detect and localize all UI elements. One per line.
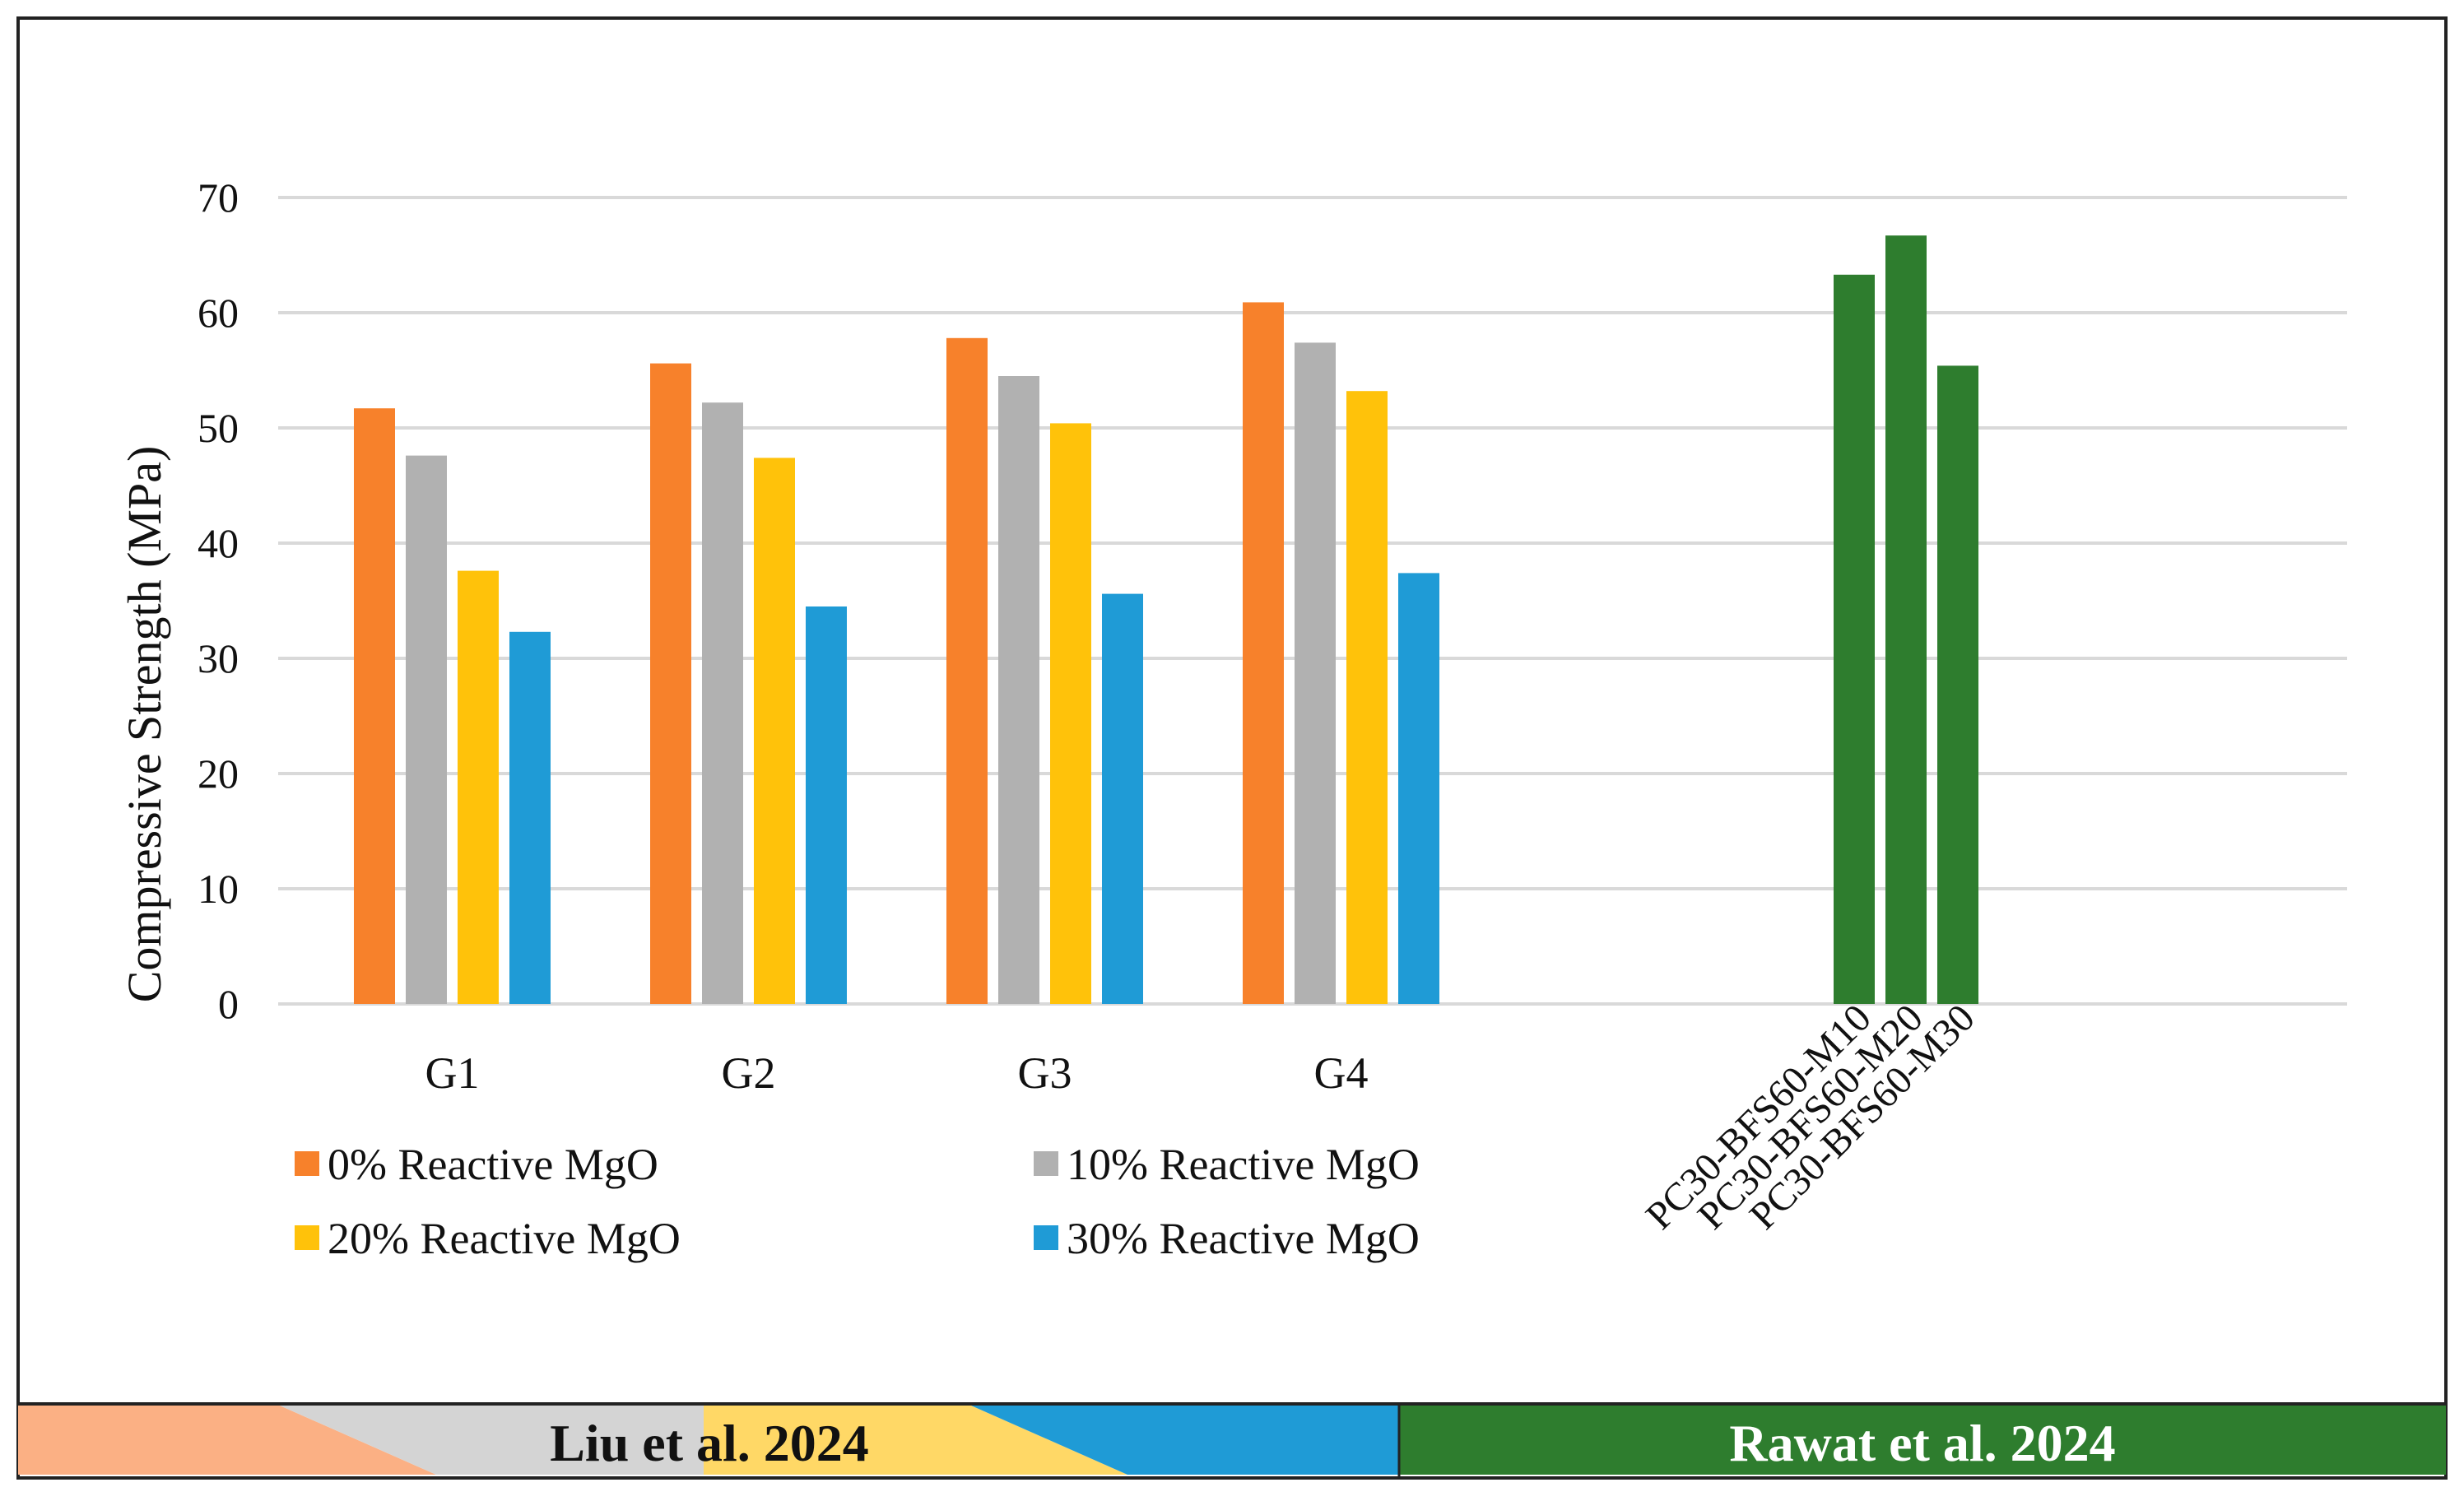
bar-g2-series-1 (702, 402, 743, 1004)
bar-g3-series-0 (946, 337, 988, 1004)
bar-g1-series-2 (458, 570, 499, 1004)
legend-label: 30% Reactive MgO (1067, 1214, 1420, 1263)
study-band: Liu et al. 2024 Rawat et al. 2024 (18, 1402, 2446, 1478)
category-label: G1 (425, 1048, 480, 1098)
liu-study-label: Liu et al. 2024 (550, 1414, 869, 1472)
bar-pc30-bfs60-m10 (1834, 274, 1875, 1004)
category-label: G2 (722, 1048, 776, 1098)
bar-g4-series-1 (1295, 342, 1336, 1004)
category-label: G4 (1314, 1048, 1369, 1098)
bar-g4-series-2 (1346, 391, 1388, 1004)
bar-g4-series-3 (1398, 573, 1439, 1004)
y-tick-label: 70 (198, 174, 239, 221)
y-axis-title: Compressive Strength (MPa) (118, 446, 171, 1003)
bar-g1-series-0 (354, 408, 395, 1004)
bar-g2-series-3 (806, 606, 847, 1004)
legend: 0% Reactive MgO 10% Reactive MgO 20% React… (295, 1140, 1420, 1263)
rawat-study-label: Rawat et al. 2024 (1729, 1414, 2115, 1472)
band-gray-segment (280, 1406, 704, 1475)
band-yellow-segment (704, 1406, 1127, 1475)
bar-g2-series-0 (650, 363, 691, 1005)
bar-g1-series-3 (509, 631, 551, 1004)
y-axis-ticks: 0 10 20 30 40 50 60 70 (198, 174, 239, 1027)
band-orange-segment (18, 1406, 436, 1475)
legend-swatch (295, 1225, 319, 1250)
category-label: G3 (1018, 1048, 1072, 1098)
y-tick-label: 50 (198, 405, 239, 451)
y-tick-label: 20 (198, 750, 239, 797)
y-tick-label: 60 (198, 290, 239, 336)
bar-g4-series-0 (1243, 302, 1284, 1004)
legend-label: 20% Reactive MgO (328, 1214, 681, 1263)
band-green-segment (1399, 1406, 2446, 1475)
legend-label: 0% Reactive MgO (328, 1140, 658, 1189)
bars (354, 235, 1978, 1005)
legend-swatch (295, 1151, 319, 1176)
bar-g2-series-2 (754, 458, 795, 1004)
legend-label: 10% Reactive MgO (1067, 1140, 1420, 1189)
bar-pc30-bfs60-m20 (1885, 235, 1927, 1004)
bar-g3-series-1 (998, 376, 1039, 1004)
band-blue-segment (971, 1406, 1399, 1475)
bar-pc30-bfs60-m30 (1937, 365, 1978, 1004)
y-tick-label: 40 (198, 520, 239, 566)
y-tick-label: 10 (198, 866, 239, 912)
bar-g3-series-3 (1102, 593, 1143, 1004)
legend-swatch (1034, 1225, 1058, 1250)
y-tick-label: 30 (198, 635, 239, 681)
legend-swatch (1034, 1151, 1058, 1176)
y-tick-label: 0 (218, 981, 239, 1027)
bar-g3-series-2 (1050, 423, 1091, 1004)
bar-g1-series-1 (406, 455, 447, 1004)
